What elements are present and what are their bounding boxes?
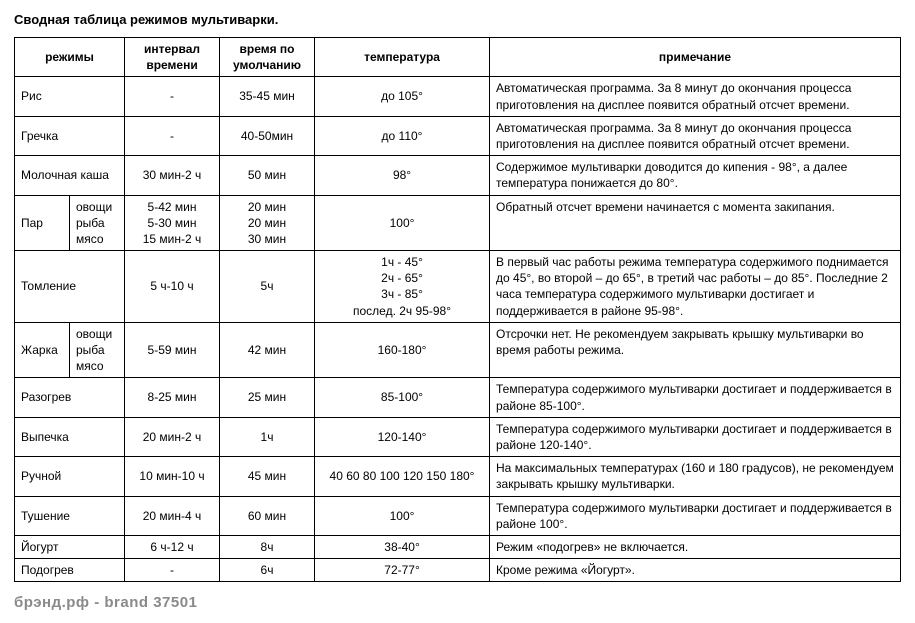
page-title: Сводная таблица режимов мультиварки. <box>14 12 901 27</box>
cell-mode: Ручной <box>15 457 125 496</box>
cell-temp: 98° <box>315 156 490 195</box>
table-row: Рис - 35-45 мин до 105° Автоматическая п… <box>15 77 901 116</box>
cell-interval: 5-59 мин <box>125 322 220 378</box>
cell-temp: 85-100° <box>315 378 490 417</box>
modes-table: режимы интервал времени время по умолчан… <box>14 37 901 582</box>
cell-default: 1ч <box>220 417 315 456</box>
table-row: Йогурт 6 ч-12 ч 8ч 38-40° Режим «подогре… <box>15 535 901 558</box>
watermark: брэнд.рф - brand 37501 <box>14 594 901 611</box>
table-row: Жарка овощи рыба мясо 5-59 мин 42 мин 16… <box>15 322 901 378</box>
table-header: режимы интервал времени время по умолчан… <box>15 38 901 77</box>
cell-mode-group: Жарка <box>15 322 70 378</box>
cell-temp: до 110° <box>315 116 490 155</box>
cell-mode: Выпечка <box>15 417 125 456</box>
cell-note: Обратный отсчет времени начинается с мом… <box>490 195 901 251</box>
cell-interval: - <box>125 116 220 155</box>
table-row: Выпечка 20 мин-2 ч 1ч 120-140° Температу… <box>15 417 901 456</box>
cell-default: 5ч <box>220 251 315 323</box>
col-mode: режимы <box>15 38 125 77</box>
cell-temp: 40 60 80 100 120 150 180° <box>315 457 490 496</box>
cell-note: Автоматическая программа. За 8 минут до … <box>490 77 901 116</box>
cell-default: 45 мин <box>220 457 315 496</box>
cell-default: 42 мин <box>220 322 315 378</box>
cell-interval: 20 мин-4 ч <box>125 496 220 535</box>
cell-note: Температура содержимого мультиварки дост… <box>490 378 901 417</box>
cell-temp: 100° <box>315 195 490 251</box>
cell-default: 35-45 мин <box>220 77 315 116</box>
cell-note: Отсрочки нет. Не рекомендуем закрывать к… <box>490 322 901 378</box>
cell-mode-group: Пар <box>15 195 70 251</box>
cell-temp: 120-140° <box>315 417 490 456</box>
cell-note: Режим «подогрев» не включается. <box>490 535 901 558</box>
cell-note: Температура содержимого мультиварки дост… <box>490 496 901 535</box>
cell-temp: 100° <box>315 496 490 535</box>
cell-default: 8ч <box>220 535 315 558</box>
cell-note: Содержимое мультиварки доводится до кипе… <box>490 156 901 195</box>
cell-note: Автоматическая программа. За 8 минут до … <box>490 116 901 155</box>
cell-default: 40-50мин <box>220 116 315 155</box>
cell-mode: Молочная каша <box>15 156 125 195</box>
table-row: Гречка - 40-50мин до 110° Автоматическая… <box>15 116 901 155</box>
cell-temp: до 105° <box>315 77 490 116</box>
cell-mode: Йогурт <box>15 535 125 558</box>
col-note: примечание <box>490 38 901 77</box>
cell-temp: 38-40° <box>315 535 490 558</box>
cell-temp: 72-77° <box>315 559 490 582</box>
cell-temp: 1ч - 45° 2ч - 65° 3ч - 85° послед. 2ч 95… <box>315 251 490 323</box>
cell-interval: 6 ч-12 ч <box>125 535 220 558</box>
cell-mode-sub: овощи рыба мясо <box>70 322 125 378</box>
cell-default: 6ч <box>220 559 315 582</box>
col-interval: интервал времени <box>125 38 220 77</box>
cell-interval: 10 мин-10 ч <box>125 457 220 496</box>
cell-note: Температура содержимого мультиварки дост… <box>490 417 901 456</box>
cell-default: 25 мин <box>220 378 315 417</box>
table-row: Тушение 20 мин-4 ч 60 мин 100° Температу… <box>15 496 901 535</box>
cell-note: В первый час работы режима температура с… <box>490 251 901 323</box>
cell-mode: Гречка <box>15 116 125 155</box>
cell-note: Кроме режима «Йогурт». <box>490 559 901 582</box>
table-row: Пар овощи рыба мясо 5-42 мин 5-30 мин 15… <box>15 195 901 251</box>
cell-note: На максимальных температурах (160 и 180 … <box>490 457 901 496</box>
cell-interval: 8-25 мин <box>125 378 220 417</box>
cell-temp: 160-180° <box>315 322 490 378</box>
cell-mode: Томление <box>15 251 125 323</box>
cell-default: 50 мин <box>220 156 315 195</box>
cell-interval: 5 ч-10 ч <box>125 251 220 323</box>
cell-interval: 30 мин-2 ч <box>125 156 220 195</box>
col-temp: температура <box>315 38 490 77</box>
cell-mode: Подогрев <box>15 559 125 582</box>
cell-interval: 5-42 мин 5-30 мин 15 мин-2 ч <box>125 195 220 251</box>
cell-mode-sub: овощи рыба мясо <box>70 195 125 251</box>
table-row: Томление 5 ч-10 ч 5ч 1ч - 45° 2ч - 65° 3… <box>15 251 901 323</box>
table-row: Молочная каша 30 мин-2 ч 50 мин 98° Соде… <box>15 156 901 195</box>
cell-default: 20 мин 20 мин 30 мин <box>220 195 315 251</box>
cell-interval: 20 мин-2 ч <box>125 417 220 456</box>
col-default: время по умолчанию <box>220 38 315 77</box>
table-row: Подогрев - 6ч 72-77° Кроме режима «Йогур… <box>15 559 901 582</box>
cell-mode: Разогрев <box>15 378 125 417</box>
table-row: Ручной 10 мин-10 ч 45 мин 40 60 80 100 1… <box>15 457 901 496</box>
cell-interval: - <box>125 77 220 116</box>
table-row: Разогрев 8-25 мин 25 мин 85-100° Темпера… <box>15 378 901 417</box>
cell-mode: Тушение <box>15 496 125 535</box>
cell-interval: - <box>125 559 220 582</box>
cell-default: 60 мин <box>220 496 315 535</box>
cell-mode: Рис <box>15 77 125 116</box>
